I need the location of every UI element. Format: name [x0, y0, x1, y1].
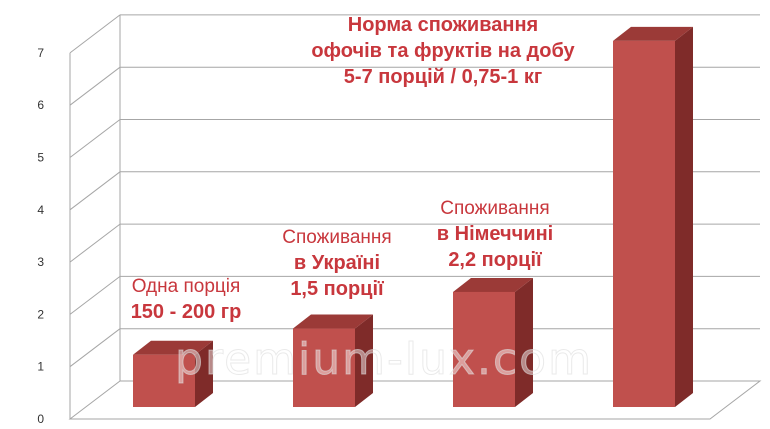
y-tick-label-0: 0 [37, 412, 44, 426]
y-tick-label-7: 7 [37, 46, 44, 60]
bar-2 [453, 277, 533, 407]
y-tick-label-4: 4 [37, 203, 44, 217]
annotation-1-line-0: Споживання [282, 227, 391, 248]
y-tick-label-3: 3 [37, 255, 44, 269]
annotation-0: Одна порція 150 - 200 гр [131, 276, 242, 323]
y-tick-label-5: 5 [37, 151, 44, 165]
gridline-side-4 [69, 171, 121, 211]
bar-front-0 [133, 354, 195, 407]
annotation-2-line-0: Споживання [440, 198, 549, 219]
gridline-side-5 [69, 119, 121, 158]
bar-front-2 [453, 291, 515, 407]
bar-side-2 [515, 277, 533, 407]
y-tick-label-6: 6 [37, 98, 44, 112]
annotation-0-line-1: 150 - 200 гр [131, 301, 242, 323]
bar-0 [133, 340, 213, 407]
bar-top-2 [453, 277, 533, 292]
annotation-1-line-1: в Україні [294, 252, 380, 274]
watermark-text: premium-lux.com [175, 334, 593, 385]
annotation-2-line-2: 2,2 порції [448, 249, 542, 271]
gridline-side-6 [69, 66, 121, 106]
chart-floor [68, 380, 762, 420]
chart-bars [133, 26, 693, 408]
bar-front-1 [293, 328, 355, 407]
gridline-side-3 [69, 223, 121, 263]
bar-top-3 [613, 26, 693, 41]
annotation-0-line-0: Одна порція [132, 276, 241, 297]
bar-top-1 [293, 314, 373, 329]
y-tick-label-2: 2 [37, 307, 44, 321]
chart-gridlines [69, 14, 760, 368]
bar-front-3 [613, 40, 675, 408]
annotation-3-line-1: офочів та фруктів на добу [311, 40, 575, 62]
annotation-2-line-1: в Німеччині [437, 223, 553, 245]
bar-3 [613, 26, 693, 408]
annotation-2: Споживання в Німеччині 2,2 порції [437, 198, 553, 271]
y-tick-label-1: 1 [37, 360, 44, 374]
annotation-3-line-0: Норма споживання [348, 14, 538, 36]
annotation-3: Норма споживання офочів та фруктів на доб… [311, 14, 575, 88]
y-axis-tick-labels: 0 1 2 3 4 5 6 7 [37, 46, 44, 426]
chart-axes [68, 14, 762, 420]
bar-side-3 [675, 26, 693, 408]
annotation-1-line-2: 1,5 порції [290, 278, 384, 300]
bar-1 [293, 314, 373, 407]
bar-side-0 [195, 340, 213, 407]
bar-top-0 [133, 340, 213, 355]
gridline-side-7 [69, 14, 121, 54]
chart-annotations: Одна порція 150 - 200 гр Споживання в Украї… [131, 14, 576, 323]
annotation-1: Споживання в Україні 1,5 порції [282, 227, 391, 300]
gridline-side-1 [69, 328, 121, 368]
annotation-3-line-2: 5-7 порцій / 0,75-1 кг [344, 66, 542, 88]
gridline-side-2 [69, 276, 121, 315]
bar-side-1 [355, 314, 373, 407]
